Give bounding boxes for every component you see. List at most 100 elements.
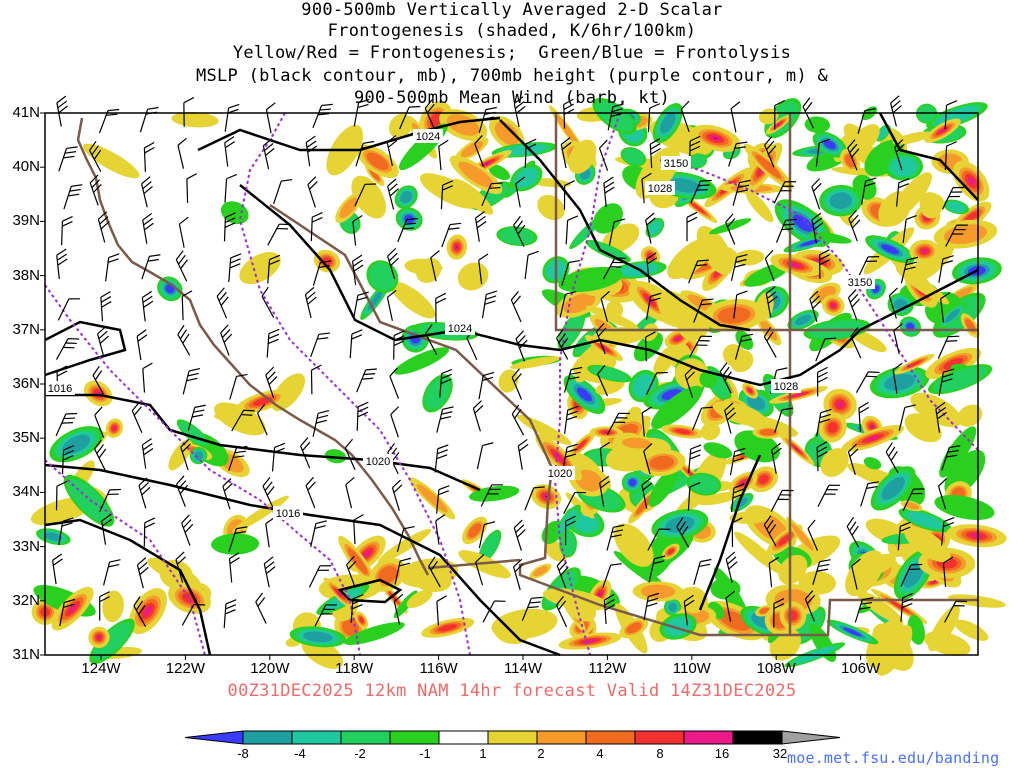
wind-barb <box>733 290 748 319</box>
barb-feather <box>144 146 155 154</box>
wind-barb <box>139 106 159 133</box>
barb-feather <box>946 141 958 147</box>
barb-staff <box>346 564 356 588</box>
wind-barb <box>898 404 916 431</box>
wind-barb <box>265 366 278 398</box>
source-url[interactable]: moe.met.fsu.edu/banding <box>787 749 1000 767</box>
frontogenesis-cell <box>575 469 603 492</box>
wind-barb <box>175 250 188 282</box>
wind-barb <box>353 514 364 545</box>
barb-staff <box>220 332 230 356</box>
barb-feather <box>139 566 149 576</box>
wind-barb <box>141 438 154 469</box>
barb-feather <box>144 522 156 529</box>
barb-feather <box>727 556 737 565</box>
mslp-label: 1024 <box>448 323 472 335</box>
barb-staff <box>307 184 316 208</box>
mslp-label-bg <box>545 466 575 480</box>
wind-barb <box>61 445 75 475</box>
barb-feather <box>610 563 622 566</box>
wind-barb <box>138 477 151 509</box>
wind-barb <box>55 337 80 360</box>
barb-feather <box>514 563 524 573</box>
barb-staff <box>811 219 817 244</box>
barb-staff <box>263 563 270 588</box>
barb-feather <box>563 103 574 111</box>
barb-staff <box>646 258 650 283</box>
frontogenesis-cell <box>890 157 917 177</box>
barb-staff <box>938 258 944 283</box>
barb-feather <box>63 603 75 608</box>
barb-feather <box>267 338 279 345</box>
barb-feather <box>438 139 449 147</box>
barb-staff <box>105 257 110 282</box>
wind-barb <box>602 257 626 280</box>
wind-barb <box>346 556 357 588</box>
barb-feather <box>279 223 291 226</box>
barb-feather <box>357 291 369 296</box>
barb-feather <box>908 568 921 570</box>
wind-barb <box>556 557 569 589</box>
wind-barb <box>263 556 276 588</box>
colorbar-segment <box>683 730 734 745</box>
barb-feather <box>176 556 186 565</box>
barb-staff <box>648 558 655 583</box>
barb-feather <box>771 442 781 451</box>
barb-feather <box>824 493 836 495</box>
barb-staff <box>691 407 703 431</box>
barb-feather <box>641 477 652 486</box>
barb-feather <box>513 215 521 226</box>
barb-staff <box>305 485 316 509</box>
wind-barb <box>773 598 785 628</box>
barb-feather <box>387 443 396 453</box>
wind-barb <box>181 603 206 626</box>
barb-feather <box>137 334 148 342</box>
wind-barb <box>602 563 622 588</box>
barb-feather <box>777 498 789 501</box>
barb-staff <box>138 485 147 509</box>
barb-feather <box>764 136 773 146</box>
barb-feather <box>727 218 736 228</box>
wind-barb <box>816 408 832 437</box>
wind-barb <box>224 136 235 167</box>
frontogenesis-cell <box>795 609 824 642</box>
frontogenesis-cell <box>668 178 702 193</box>
barb-feather <box>515 524 525 534</box>
wind-barb <box>600 290 610 323</box>
wind-barb <box>893 323 903 355</box>
wind-barb <box>730 254 748 281</box>
mslp-contour <box>44 463 561 657</box>
barb-feather <box>57 258 68 266</box>
barb-feather <box>194 404 206 408</box>
barb-feather <box>220 296 229 306</box>
barb-feather <box>98 448 107 459</box>
barb-feather <box>689 482 701 488</box>
lat-label-37N: 37N <box>12 320 40 338</box>
barb-feather <box>942 255 954 260</box>
barb-staff <box>900 564 912 587</box>
barb-staff <box>606 527 614 551</box>
barb-feather <box>812 217 823 226</box>
barb-staff <box>440 185 444 210</box>
barb-feather <box>818 563 830 568</box>
barb-feather <box>193 409 205 413</box>
wind-barb <box>136 557 149 589</box>
wind-barb <box>180 438 191 471</box>
barb-feather <box>948 335 960 338</box>
barb-feather <box>726 412 737 421</box>
mslp-contour <box>44 320 127 377</box>
frontogenesis-cell <box>965 319 976 332</box>
barb-staff <box>649 144 653 169</box>
colorbar-label: 1 <box>479 746 487 761</box>
barb-feather <box>888 287 898 297</box>
frontogenesis-cell <box>745 190 774 223</box>
frontogenesis-cell <box>665 516 695 533</box>
barb-feather <box>612 103 624 108</box>
barb-staff <box>768 563 773 588</box>
frontogenesis-cell <box>555 113 581 150</box>
barb-feather <box>352 254 363 262</box>
barb-feather <box>785 218 797 221</box>
barb-staff <box>563 104 566 129</box>
barb-feather <box>108 563 120 568</box>
barb-feather <box>62 517 74 522</box>
